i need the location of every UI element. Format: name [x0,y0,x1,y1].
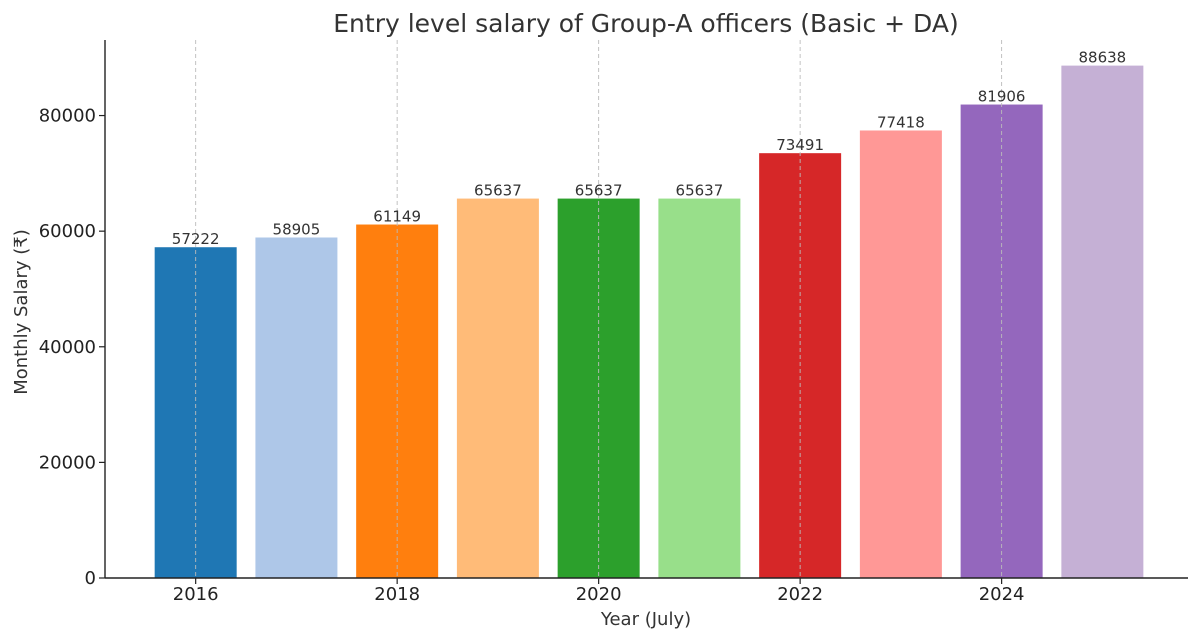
data-label-2016: 57222 [172,230,220,248]
x-tick-label-2024: 2024 [979,584,1025,605]
y-axis-label: Monthly Salary (₹) [11,229,32,395]
x-axis-label: Year (July) [600,609,691,630]
data-label-2022: 73491 [776,136,824,154]
bar-2021 [658,198,741,578]
data-label-2025: 88638 [1079,49,1127,67]
data-label-2021: 65637 [676,182,724,200]
x-tick-label-2018: 2018 [374,584,420,605]
bar-2017 [255,237,338,579]
bar-2023 [859,130,942,578]
data-label-2023: 77418 [877,113,925,131]
axes [104,40,1188,579]
data-labels: 57222 58905 61149 65637 65637 65637 73491 77418… [172,49,1126,249]
data-label-2020: 65637 [575,182,623,200]
y-tick-label-0: 0 [85,568,96,589]
x-tick-label-2022: 2022 [777,584,823,605]
y-tick-label-40000: 40000 [39,337,96,358]
data-label-2017: 58905 [273,220,321,238]
x-ticks: 2016 2018 2020 2022 2024 [173,578,1025,605]
y-ticks: 0 20000 40000 60000 80000 [39,106,105,589]
bars [154,40,1144,579]
x-tick-label-2016: 2016 [173,584,219,605]
x-tick-label-2020: 2020 [576,584,622,605]
bar-2019 [456,198,539,578]
data-label-2019: 65637 [474,182,522,200]
y-tick-label-20000: 20000 [39,452,96,473]
chart-title: Entry level salary of Group-A officers (… [333,9,958,38]
y-tick-label-60000: 60000 [39,221,96,242]
bar-2025 [1061,65,1144,578]
y-tick-label-80000: 80000 [39,106,96,127]
data-label-2024: 81906 [978,88,1026,106]
bar-2020 [557,198,640,578]
data-label-2018: 61149 [373,208,421,226]
